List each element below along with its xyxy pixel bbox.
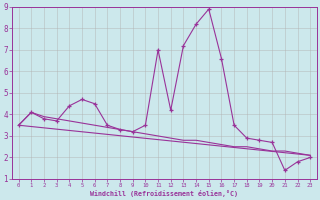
X-axis label: Windchill (Refroidissement éolien,°C): Windchill (Refroidissement éolien,°C) xyxy=(90,190,238,197)
